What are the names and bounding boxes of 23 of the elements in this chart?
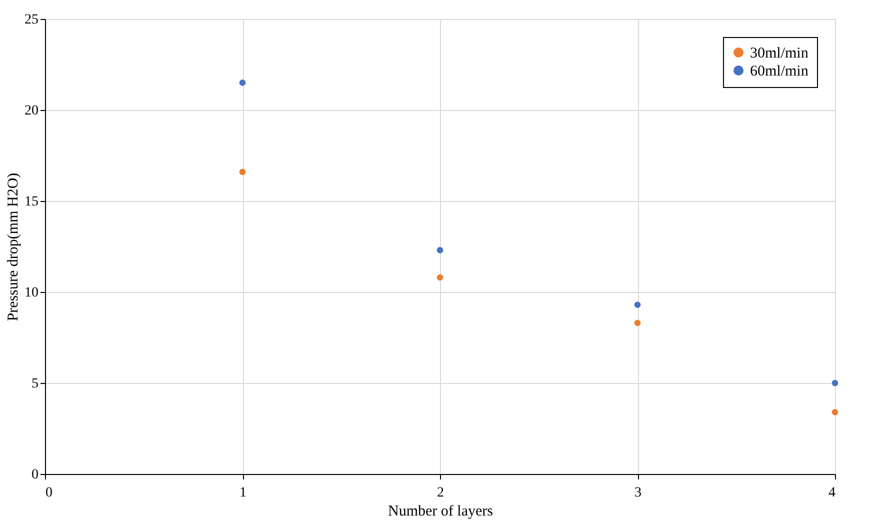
y-tick-label: 10 <box>24 286 38 300</box>
point <box>436 274 444 281</box>
x-tick-label: 0 <box>46 486 52 500</box>
point <box>832 380 838 386</box>
y-axis-title: Pressure drop(mm H2O) <box>6 172 22 322</box>
legend-label: 30ml/min <box>750 46 809 62</box>
x-tick-label: 3 <box>634 486 642 500</box>
legend-label: 60ml/min <box>750 64 809 80</box>
y-tick-label: 20 <box>24 104 38 118</box>
point <box>239 80 246 86</box>
x-tick-label: 4 <box>828 486 836 500</box>
point <box>832 408 838 416</box>
point <box>239 168 246 176</box>
y-tick-label: 25 <box>24 12 38 28</box>
point <box>436 246 444 254</box>
y-tick-label: 0 <box>32 468 38 482</box>
x-tick-label: 1 <box>240 486 246 500</box>
y-tick-label: 5 <box>32 376 38 392</box>
y-tick-label: 15 <box>24 194 38 210</box>
x-axis-title: Number of layers <box>388 504 494 520</box>
point <box>634 302 641 308</box>
point <box>634 320 641 326</box>
x-tick-label: 2 <box>437 486 444 500</box>
